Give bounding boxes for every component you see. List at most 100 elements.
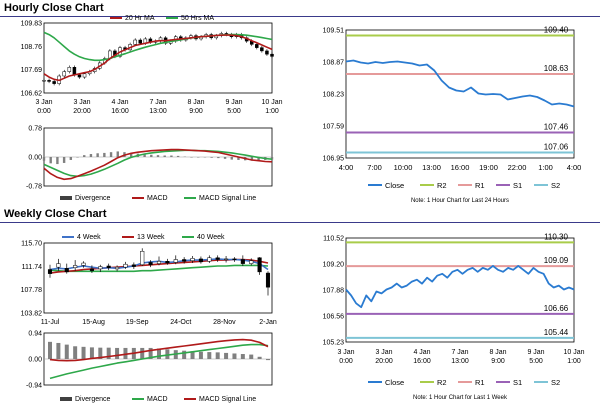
- weekly-levels-frame: [345, 237, 575, 343]
- hourly-macd-divergence-bar: [96, 153, 99, 157]
- weekly-macd-ytick-label: 0.00: [28, 357, 42, 364]
- weekly-macd-ytick-label: 0.94: [28, 331, 42, 338]
- weekly-price-ytick-label: 111.74: [22, 264, 42, 271]
- hourly-macd-divergence-bar: [42, 157, 46, 161]
- hourly-macd-divergence-bar: [223, 157, 227, 159]
- hourly-levels-ytick-label: 108.23: [323, 92, 345, 99]
- weekly-macd-divergence-bar: [224, 352, 229, 359]
- hourly-price-candle-body: [82, 73, 87, 78]
- weekly-macd-divergence-bar: [257, 356, 262, 359]
- hourly-levels-r1-value: 108.63: [544, 64, 569, 73]
- weekly-price-candle-body: [81, 262, 86, 266]
- weekly-macd-divergence-bar: [215, 352, 220, 359]
- hourly-levels-xtick-label: 16:00: [451, 163, 470, 172]
- hourly-levels-xtick-label: 13:00: [422, 163, 441, 172]
- weekly-price-candle-body: [89, 268, 94, 271]
- hourly-levels-legend-r2-label: R2: [437, 181, 447, 190]
- weekly-levels-xtick-label: 5:00: [529, 358, 543, 365]
- hourly-price-frame: [43, 22, 273, 94]
- weekly-levels-xtick-label: 9 Jan: [527, 349, 544, 356]
- weekly-price-40wk-line: [49, 264, 269, 273]
- weekly-levels-xtick-label: 0:00: [339, 358, 353, 365]
- hourly-macd-divergence-bar: [62, 157, 66, 163]
- weekly-macd-divergence-bar: [140, 347, 145, 359]
- hourly-price-candle-body: [270, 53, 274, 57]
- hourly-legend-divergence-label: Divergence: [75, 195, 111, 202]
- hourly-legend-macd-label: MACD: [147, 195, 168, 202]
- hourly-macd-divergence-bar: [257, 157, 260, 161]
- weekly-price-candle-body: [131, 264, 136, 267]
- hourly-price-candle-body: [62, 71, 67, 77]
- weekly-macd-divergence-bar: [98, 347, 103, 359]
- hourly-macd-divergence-bar: [163, 155, 166, 157]
- weekly-price-candle-body: [173, 259, 178, 263]
- hourly-macd-ytick-label: 0.78: [28, 126, 42, 133]
- weekly-price-xtick-label: 11-Jul: [41, 319, 60, 326]
- weekly-macd-signal-line: [49, 343, 269, 380]
- weekly-macd-divergence-bar: [64, 344, 69, 359]
- hourly-price-xtick-label: 5:00: [227, 108, 241, 115]
- weekly-price-candle-body: [73, 265, 78, 268]
- hourly-macd-divergence-bar: [49, 157, 52, 164]
- hourly-price-ytick-label: 108.76: [21, 44, 43, 51]
- hourly-price-xtick-label: 0:00: [37, 108, 51, 115]
- hourly-macd-divergence-bar: [83, 155, 86, 157]
- hourly-price-xtick-label: 3 Jan: [35, 99, 52, 106]
- weekly-price-candle-body: [265, 272, 271, 288]
- hourly-price-candle-body: [255, 44, 259, 48]
- weekly-levels-legend-r2-label: R2: [437, 378, 447, 387]
- weekly-price-ytick-label: 107.78: [21, 287, 43, 294]
- weekly-macd-divergence-bar: [56, 342, 61, 359]
- hourly-macd-ytick-label: -0.78: [26, 184, 42, 191]
- weekly-price-candle-body: [257, 257, 262, 273]
- weekly-price-candle-body: [198, 258, 203, 263]
- hourly-section-title: Hourly Close Chart: [4, 2, 104, 14]
- weekly-levels-xtick-label: 10 Jan: [563, 349, 584, 356]
- hourly-macd-divergence-bar: [150, 154, 153, 157]
- weekly-legend-divergence-swatch: [60, 397, 72, 401]
- hourly-price-xtick-label: 4 Jan: [111, 99, 128, 106]
- weekly-price-candle-body: [207, 257, 212, 262]
- hourly-levels-legend-s1-label: S1: [513, 181, 522, 190]
- weekly-price-candle-body: [123, 263, 128, 268]
- weekly-price-xtick-label: 28-Nov: [213, 319, 236, 326]
- weekly-price-ytick-label: 103.82: [21, 311, 43, 318]
- hourly-price-ytick-label: 106.62: [21, 91, 43, 98]
- hourly-legend-ma20-label: 20 Hr MA: [125, 15, 155, 22]
- weekly-legend-13wk-label: 13 Week: [137, 234, 165, 241]
- weekly-levels-ytick-label: 107.88: [323, 287, 345, 294]
- hourly-price-xtick-label: 8 Jan: [187, 99, 204, 106]
- hourly-levels-xtick-label: 22:00: [508, 163, 527, 172]
- weekly-levels-r2-value: 110.30: [544, 232, 568, 241]
- hourly-macd-divergence-bar: [190, 157, 193, 158]
- weekly-legend-signal-label: MACD Signal Line: [199, 396, 256, 403]
- weekly-price-xtick-label: 15-Aug: [82, 319, 105, 326]
- weekly-macd-divergence-bar: [165, 349, 170, 359]
- hourly-price-ytick-label: 107.69: [21, 67, 43, 74]
- hourly-price-candle-body: [42, 80, 46, 82]
- weekly-price-frame: [43, 242, 273, 314]
- hourly-price-xtick-label: 10 Jan: [261, 99, 282, 106]
- weekly-macd-divergence-bar: [106, 347, 111, 359]
- weekly-price-candle-body: [156, 261, 162, 264]
- weekly-macd-divergence-bar: [73, 346, 78, 359]
- weekly-macd-ytick-label: -0.94: [26, 383, 42, 390]
- weekly-levels-ytick-label: 105.23: [323, 340, 345, 347]
- weekly-legend-40wk-label: 40 Week: [197, 234, 225, 241]
- weekly-legend-macd-label: MACD: [147, 396, 168, 403]
- hourly-levels-xtick-label: 4:00: [339, 163, 354, 172]
- hourly-levels-xtick-label: 1:00: [538, 163, 553, 172]
- hourly-macd-ytick-label: 0.00: [28, 155, 42, 162]
- hourly-levels-legend-s2-label: S2: [551, 181, 560, 190]
- hourly-macd-divergence-bar: [109, 152, 113, 157]
- weekly-macd-divergence-bar: [123, 347, 128, 359]
- weekly-levels-s2-value: 105.44: [544, 328, 569, 337]
- hourly-levels-ytick-label: 107.59: [323, 124, 345, 131]
- weekly-levels-xtick-label: 20:00: [375, 358, 393, 365]
- weekly-macd-divergence-bar: [81, 346, 86, 359]
- hourly-levels-ytick-label: 106.95: [323, 156, 345, 163]
- hourly-macd-divergence-bar: [237, 157, 240, 160]
- weekly-title-rule: [0, 222, 600, 223]
- weekly-macd-divergence-bar: [115, 347, 120, 359]
- hourly-price-xtick-label: 3 Jan: [73, 99, 90, 106]
